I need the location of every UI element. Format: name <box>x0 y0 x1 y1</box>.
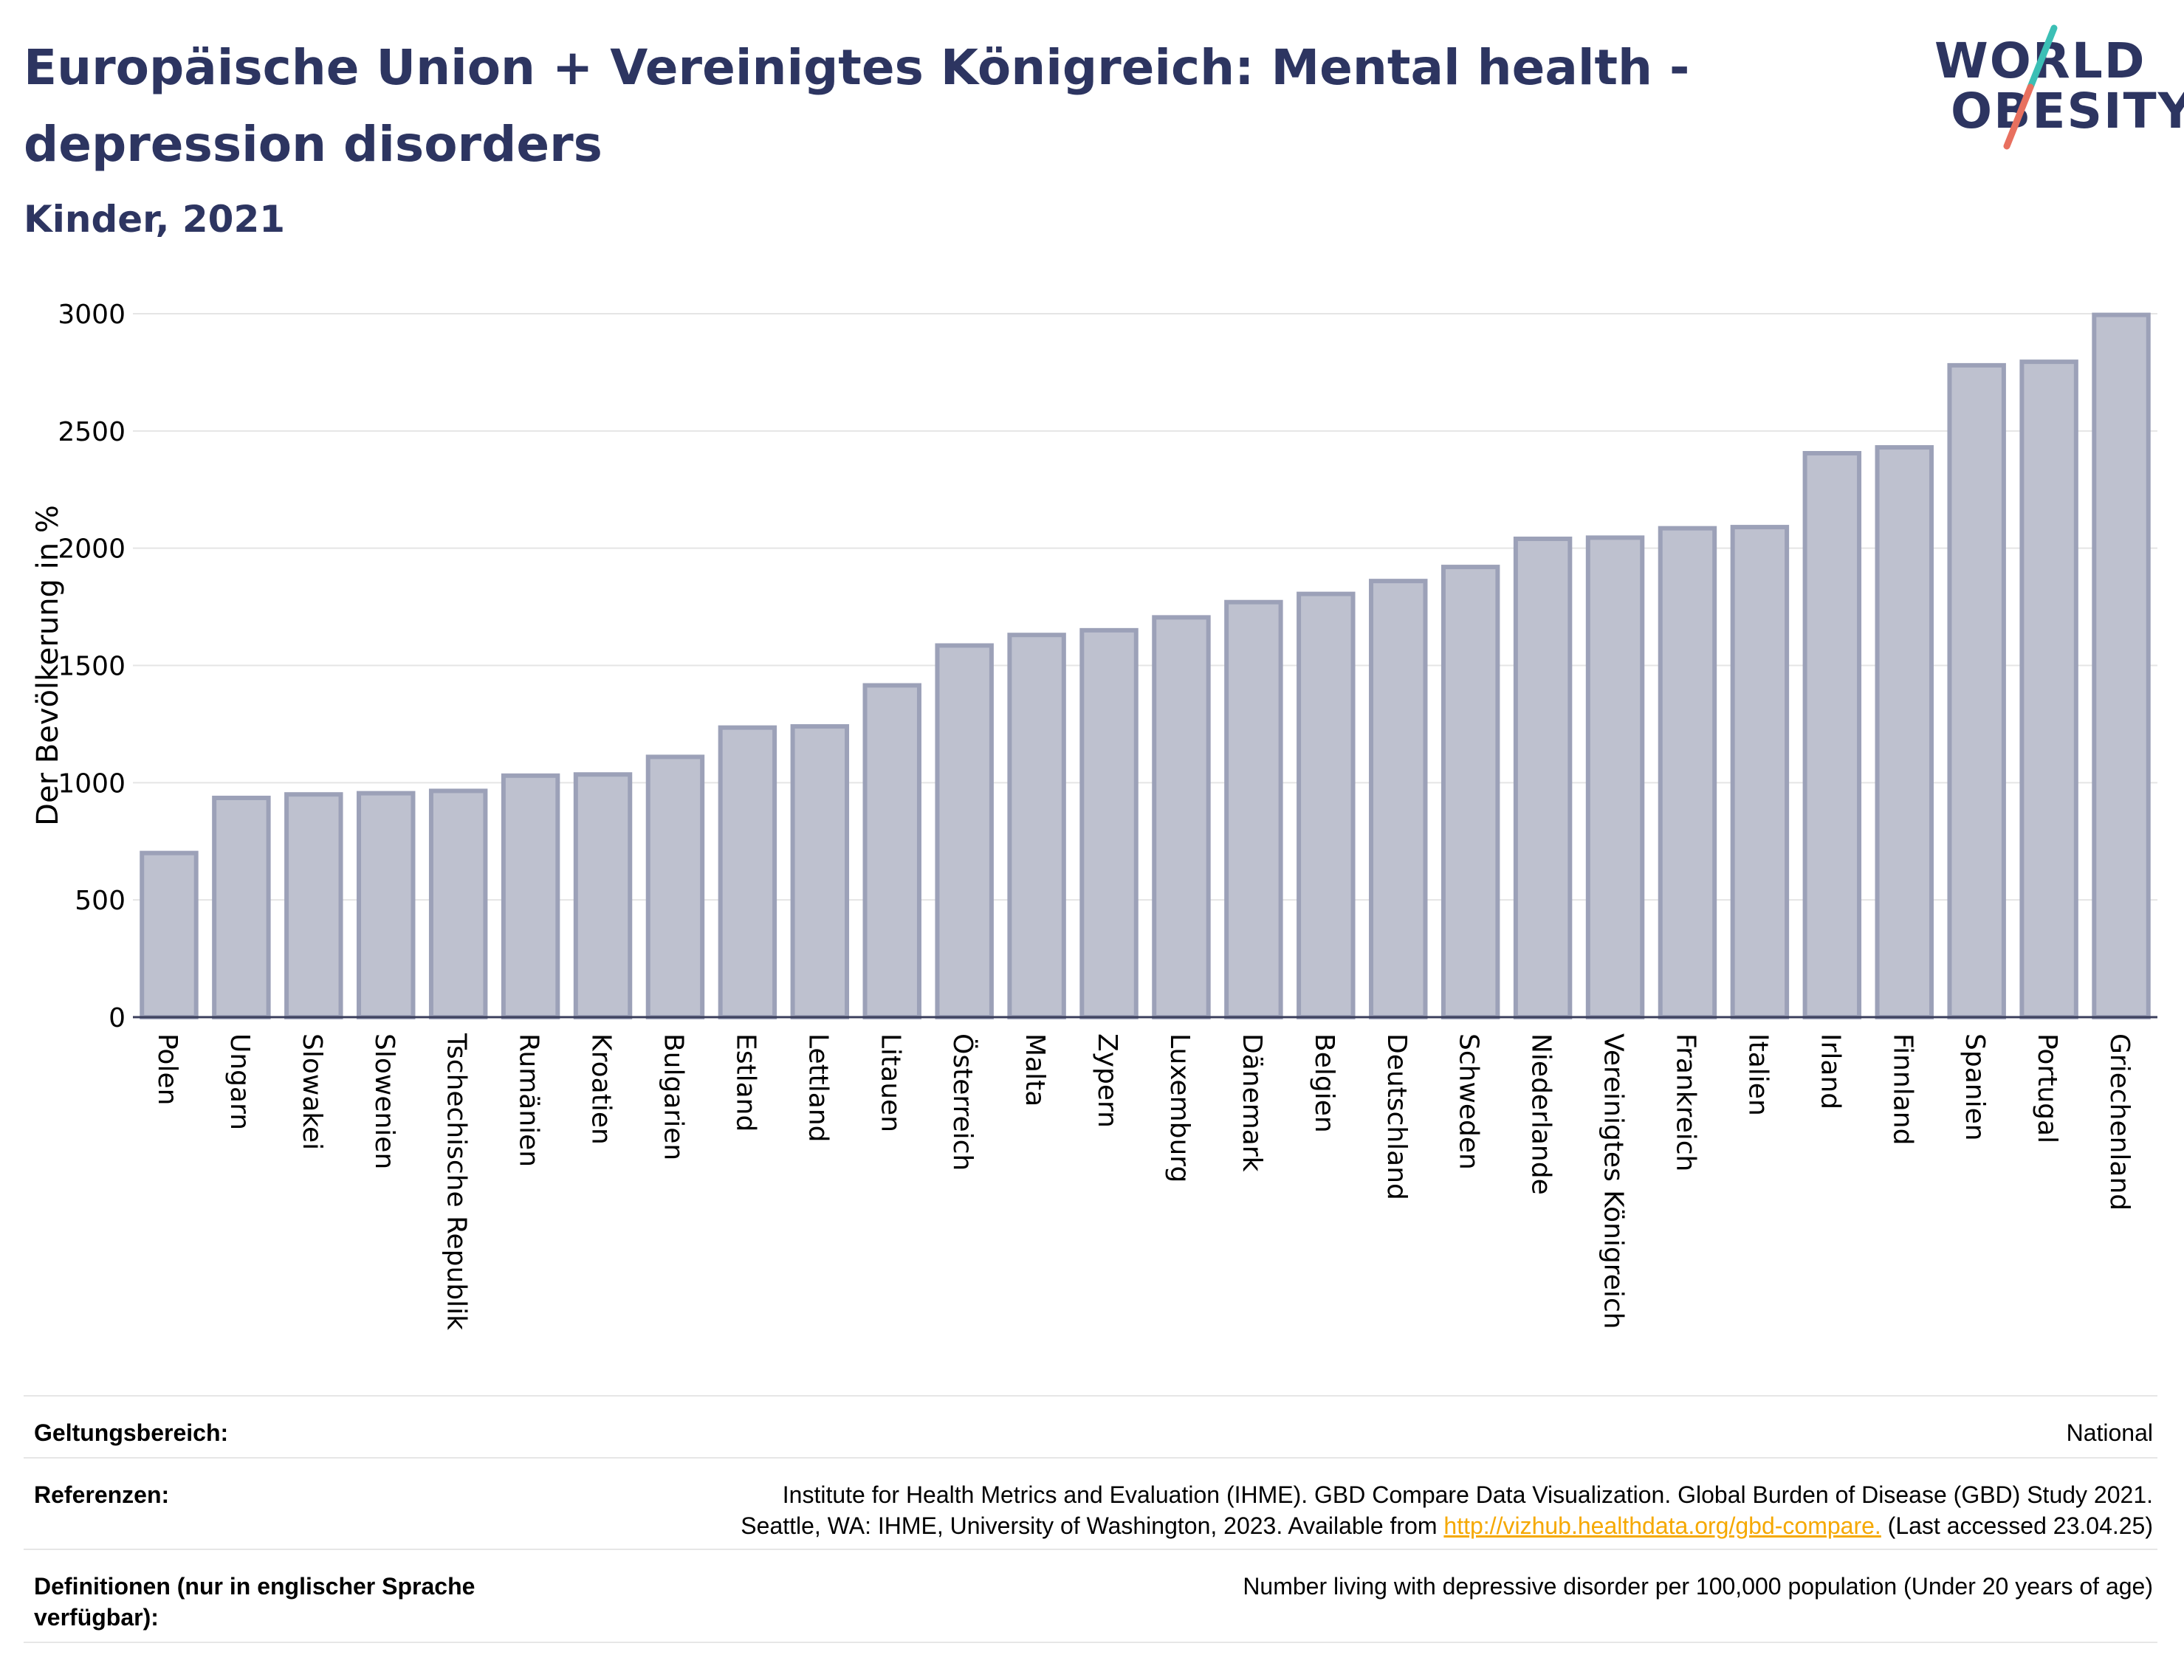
x-tick-label: Spanien <box>1960 1033 1990 1141</box>
bar-3 <box>357 791 416 1020</box>
x-tick-label: Ungarn <box>224 1033 255 1130</box>
x-tick-label: Belgien <box>1309 1033 1339 1133</box>
x-tick-label: Lettland <box>803 1033 833 1143</box>
chart-bars <box>140 312 2151 1020</box>
bar-18 <box>1440 565 1500 1019</box>
y-tick-label: 3000 <box>58 300 126 330</box>
bar-14 <box>1152 615 1211 1019</box>
x-tick-label: Italien <box>1742 1033 1773 1116</box>
y-tick-label: 2500 <box>58 417 126 447</box>
bar-26 <box>2019 359 2078 1020</box>
y-axis-label: Der Bevölkerung in % <box>31 505 65 826</box>
references-line-2-post: (Last accessed 23.04.25) <box>1881 1512 2153 1539</box>
y-tick-label: 1000 <box>58 768 126 799</box>
bar-27 <box>2092 312 2151 1020</box>
chart-footer: Geltungsbereich: National Referenzen: In… <box>24 1395 2157 1643</box>
x-tick-label: Griechenland <box>2104 1033 2135 1211</box>
bar-2 <box>284 792 343 1019</box>
bar-21 <box>1658 526 1717 1020</box>
bar-4 <box>428 788 488 1019</box>
definitions-value: Number living with depressive disorder p… <box>1243 1573 2153 1600</box>
x-tick-label: Deutschland <box>1381 1033 1412 1200</box>
x-tick-label: Luxemburg <box>1164 1033 1195 1182</box>
footer-row-definitions: Definitionen (nur in englischer Sprache … <box>24 1549 2157 1643</box>
x-tick-label: Vereinigtes Königreich <box>1598 1033 1629 1329</box>
y-tick-label: 0 <box>109 1003 126 1033</box>
references-line-2: Seattle, WA: IHME, University of Washing… <box>602 1510 2153 1541</box>
references-line-2-pre: Seattle, WA: IHME, University of Washing… <box>741 1512 1444 1539</box>
bar-7 <box>645 754 705 1019</box>
x-tick-label: Portugal <box>2032 1033 2062 1143</box>
x-tick-label: Österreich <box>947 1033 978 1171</box>
bar-11 <box>935 643 994 1019</box>
x-tick-label: Slowenien <box>369 1033 399 1169</box>
bar-8 <box>718 725 777 1019</box>
bar-20 <box>1585 535 1645 1020</box>
bar-chart: 0 500 1000 1500 2000 2500 3000 Polen Ungarn Slow… <box>31 300 2157 1330</box>
bar-6 <box>573 772 633 1020</box>
bar-16 <box>1297 591 1356 1019</box>
bar-0 <box>140 850 199 1020</box>
bar-15 <box>1224 599 1283 1020</box>
footer-row-references: Referenzen: Institute for Health Metrics… <box>24 1457 2157 1549</box>
x-tick-label: Rumänien <box>514 1033 544 1167</box>
logo-line-2: OBESITY <box>1951 83 2184 140</box>
definitions-label: Definitionen (nur in englischer Sprache … <box>34 1573 475 1631</box>
page-subtitle: Kinder, 2021 <box>24 198 286 241</box>
scope-value: National <box>2066 1419 2153 1446</box>
x-tick-label: Irland <box>1815 1033 1845 1109</box>
x-tick-label: Bulgarien <box>658 1033 688 1160</box>
page-title: Europäische Union + Vereinigtes Königrei… <box>24 39 1690 173</box>
x-tick-label: Tschechische Republik <box>442 1033 472 1330</box>
world-obesity-logo: WORLD OBESITY <box>1920 22 2184 155</box>
scope-label: Geltungsbereich: <box>34 1419 229 1446</box>
x-axis-ticks: Polen Ungarn Slowakei Slowenien Tschechische… <box>152 1033 2135 1330</box>
x-tick-label: Estland <box>730 1033 760 1132</box>
x-tick-label: Kroatien <box>586 1033 617 1145</box>
x-tick-label: Niederlande <box>1526 1033 1556 1195</box>
y-tick-label: 1500 <box>58 652 126 682</box>
x-tick-label: Schweden <box>1454 1033 1484 1170</box>
x-tick-label: Frankreich <box>1670 1033 1700 1171</box>
bar-13 <box>1079 627 1139 1020</box>
x-tick-label: Zypern <box>1092 1033 1122 1128</box>
y-tick-label: 2000 <box>58 534 126 565</box>
bar-10 <box>862 683 921 1019</box>
y-axis-ticks: 0 500 1000 1500 2000 2500 3000 <box>58 300 126 1033</box>
x-tick-label: Polen <box>152 1033 182 1105</box>
bar-25 <box>1947 362 2006 1020</box>
bar-19 <box>1513 536 1573 1019</box>
references-value: Institute for Health Metrics and Evaluat… <box>602 1479 2153 1541</box>
x-tick-label: Dänemark <box>1237 1033 1267 1172</box>
bar-23 <box>1802 451 1862 1020</box>
bar-22 <box>1730 525 1790 1019</box>
x-tick-label: Malta <box>1020 1033 1050 1106</box>
x-tick-label: Finnland <box>1887 1033 1917 1145</box>
bar-1 <box>212 795 271 1020</box>
bar-24 <box>1875 445 1934 1019</box>
references-line-1: Institute for Health Metrics and Evaluat… <box>782 1481 2153 1508</box>
y-tick-label: 500 <box>75 886 126 916</box>
bar-12 <box>1007 633 1066 1020</box>
references-link[interactable]: http://vizhub.healthdata.org/gbd-compare… <box>1443 1512 1881 1539</box>
x-tick-label: Slowakei <box>297 1033 327 1150</box>
bar-5 <box>501 773 560 1019</box>
bar-9 <box>790 724 850 1019</box>
footer-row-scope: Geltungsbereich: National <box>24 1395 2157 1457</box>
bar-17 <box>1369 579 1428 1019</box>
x-tick-label: Litauen <box>875 1033 905 1132</box>
references-label: Referenzen: <box>34 1481 170 1508</box>
logo-slash-icon <box>2003 24 2058 150</box>
